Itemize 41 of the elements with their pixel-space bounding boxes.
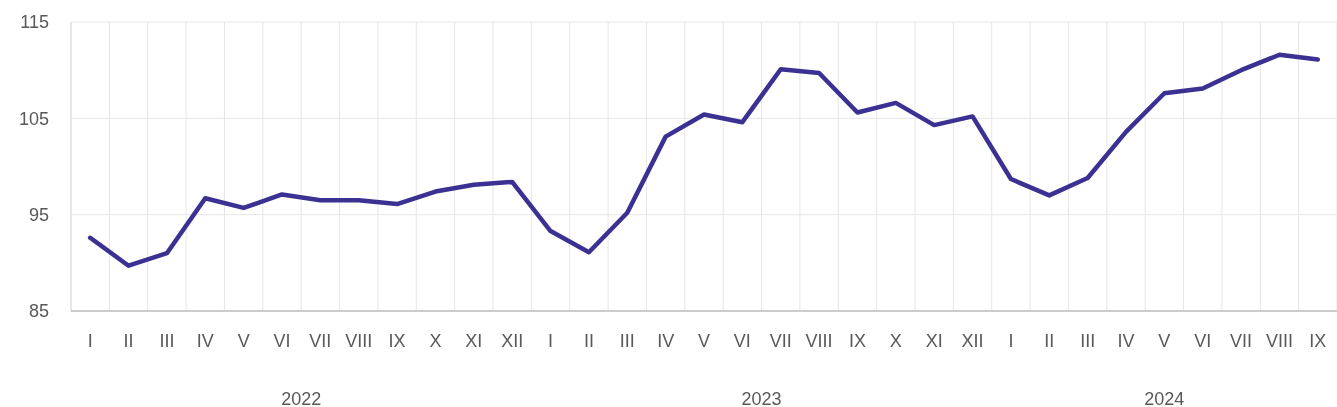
x-tick-label: VII (1230, 331, 1253, 351)
x-tick-label: I (548, 331, 554, 351)
x-tick-label: IX (848, 331, 866, 351)
x-tick-label: V (697, 331, 711, 351)
x-tick-label: VIII (1265, 331, 1293, 351)
x-tick-label: X (429, 331, 442, 351)
y-tick-label: 85 (28, 301, 49, 322)
x-tick-label: IV (196, 331, 214, 351)
y-tick-label: 105 (18, 108, 49, 129)
x-tick-label: IX (388, 331, 406, 351)
y-tick-label: 95 (28, 204, 49, 225)
x-tick-label: IX (1309, 331, 1327, 351)
text: 2023 (741, 389, 782, 407)
x-tick-label: IV (1117, 331, 1135, 351)
x-tick-label: V (1158, 331, 1171, 351)
x-tick-label: I (87, 331, 93, 351)
text: 2024 (1144, 389, 1185, 407)
x-tick-label: VI (273, 331, 291, 351)
line-series (87, 52, 1321, 268)
x-tick-label: VIII (805, 331, 833, 351)
x-tick-label: III (1080, 331, 1096, 351)
text: 2022 (281, 389, 322, 407)
x-tick-label: II (123, 331, 134, 351)
x-tick-label: XI (925, 331, 943, 351)
x-tick-label: II (583, 331, 594, 351)
x-tick-label: XII (961, 331, 984, 351)
x-tick-label: VII (769, 331, 792, 351)
x-tick-label: VIII (345, 331, 373, 351)
x-tick-label: I (1008, 331, 1014, 351)
x-tick-label: VII (309, 331, 332, 351)
x-tick-label: VI (1194, 331, 1212, 351)
x-tick-label: II (1044, 331, 1055, 351)
y-tick-label: 115 (20, 12, 49, 33)
x-tick-label: XI (465, 331, 483, 351)
x-tick-label: XII (501, 331, 524, 351)
x-tick-label: VI (733, 331, 751, 351)
x-tick-label: IV (657, 331, 675, 351)
x-tick-label: X (889, 331, 902, 351)
x-tick-label: III (619, 331, 635, 351)
x-tick-label: III (159, 331, 175, 351)
x-tick-label: V (237, 331, 250, 351)
